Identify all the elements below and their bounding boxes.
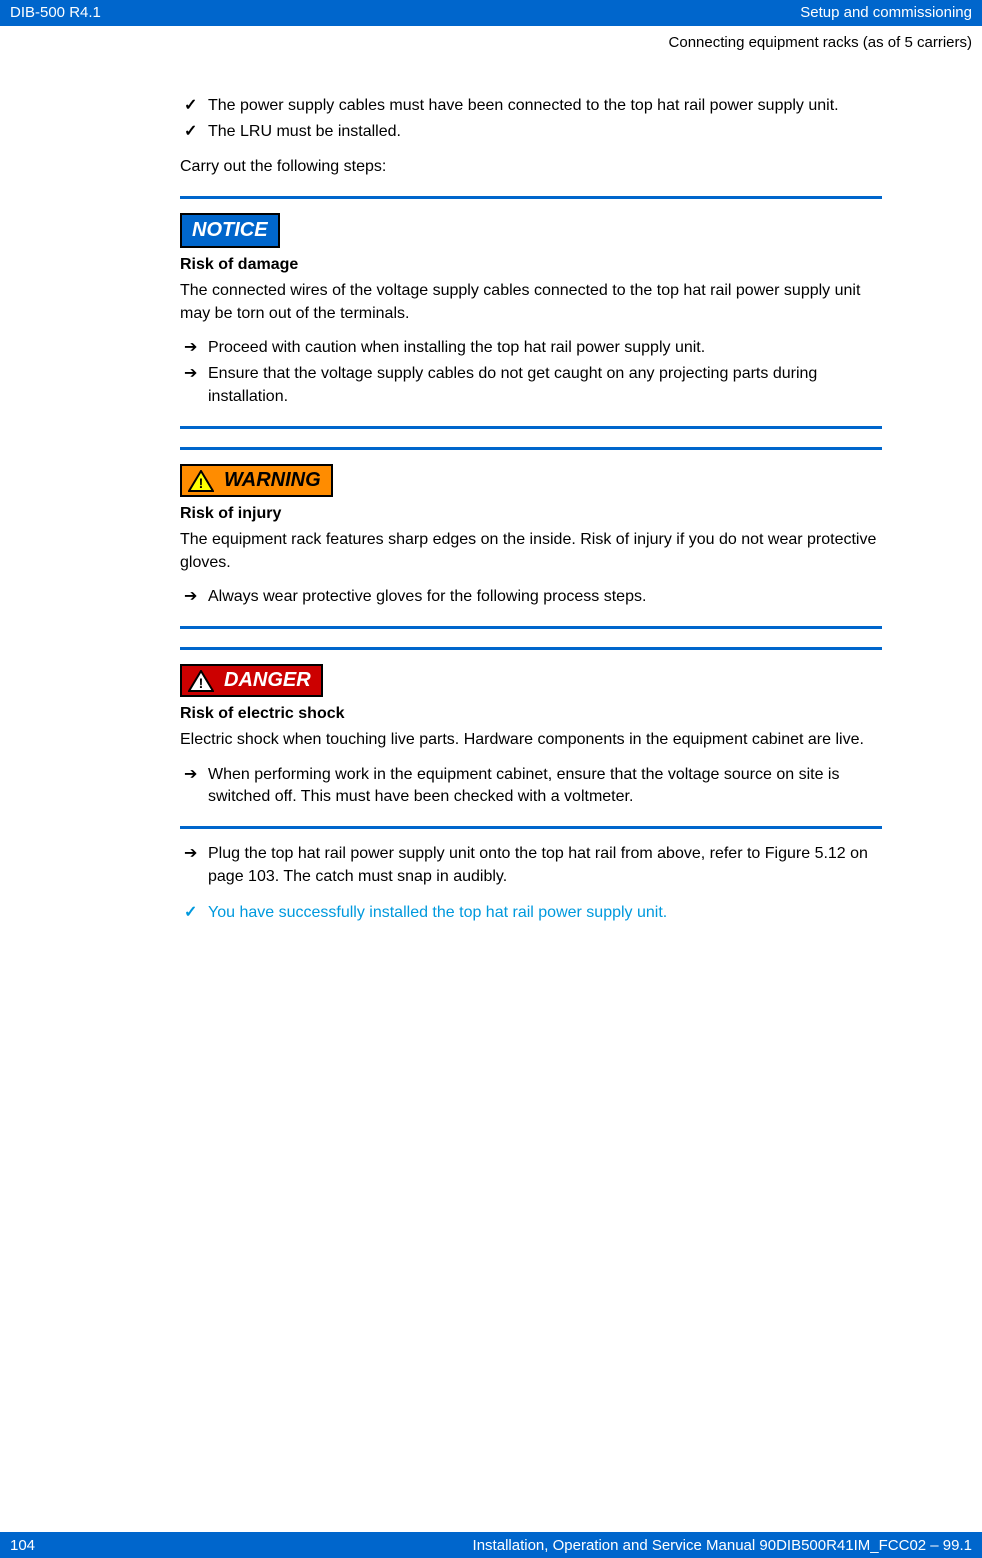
success-text: You have successfully installed the top … bbox=[180, 902, 882, 924]
header-right: Setup and commissioning bbox=[800, 4, 972, 21]
danger-bullet: When performing work in the equipment ca… bbox=[180, 764, 882, 809]
danger-label: DANGER bbox=[224, 669, 311, 692]
prereq-list: The power supply cables must have been c… bbox=[180, 95, 882, 144]
notice-bullet: Ensure that the voltage supply cables do… bbox=[180, 363, 882, 408]
prereq-item: The power supply cables must have been c… bbox=[180, 95, 882, 117]
danger-title: Risk of electric shock bbox=[180, 705, 882, 723]
final-step: Plug the top hat rail power supply unit … bbox=[180, 843, 882, 888]
final-steps: Plug the top hat rail power supply unit … bbox=[180, 843, 882, 888]
warning-top-rule bbox=[180, 447, 882, 450]
header-bar: DIB-500 R4.1 Setup and commissioning bbox=[0, 0, 982, 24]
footer-text: Installation, Operation and Service Manu… bbox=[473, 1537, 972, 1554]
subheader: Connecting equipment racks (as of 5 carr… bbox=[0, 26, 982, 55]
danger-bottom-rule bbox=[180, 826, 882, 829]
danger-bullets: When performing work in the equipment ca… bbox=[180, 764, 882, 809]
notice-title: Risk of damage bbox=[180, 256, 882, 274]
footer-bar: 104 Installation, Operation and Service … bbox=[0, 1532, 982, 1558]
prereq-item: The LRU must be installed. bbox=[180, 121, 882, 143]
notice-bullet: Proceed with caution when installing the… bbox=[180, 337, 882, 359]
warning-bullet: Always wear protective gloves for the fo… bbox=[180, 586, 882, 608]
warning-bottom-rule bbox=[180, 626, 882, 629]
header-left: DIB-500 R4.1 bbox=[10, 4, 101, 21]
content-area: The power supply cables must have been c… bbox=[0, 55, 982, 925]
svg-text:!: ! bbox=[199, 675, 204, 691]
warning-triangle-icon: ! bbox=[188, 470, 214, 492]
warning-badge: ! WARNING bbox=[180, 464, 333, 497]
warning-bullets: Always wear protective gloves for the fo… bbox=[180, 586, 882, 608]
notice-badge: NOTICE bbox=[180, 213, 280, 248]
carry-out-text: Carry out the following steps: bbox=[180, 156, 882, 178]
notice-para: The connected wires of the voltage suppl… bbox=[180, 280, 882, 325]
warning-title: Risk of injury bbox=[180, 505, 882, 523]
notice-bullets: Proceed with caution when installing the… bbox=[180, 337, 882, 408]
svg-text:!: ! bbox=[199, 475, 204, 491]
danger-badge: ! DANGER bbox=[180, 664, 323, 697]
footer-page: 104 bbox=[10, 1537, 35, 1554]
danger-triangle-icon: ! bbox=[188, 670, 214, 692]
notice-bottom-rule bbox=[180, 426, 882, 429]
warning-para: The equipment rack features sharp edges … bbox=[180, 529, 882, 574]
notice-top-rule bbox=[180, 196, 882, 199]
danger-para: Electric shock when touching live parts.… bbox=[180, 729, 882, 751]
warning-label: WARNING bbox=[224, 469, 321, 492]
danger-top-rule bbox=[180, 647, 882, 650]
